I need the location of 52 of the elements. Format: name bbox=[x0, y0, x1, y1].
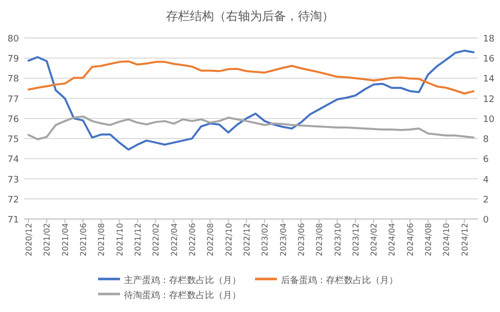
x-tick-label: 2024/02 bbox=[370, 223, 379, 256]
legend-label: 主产蛋鸡：存栏数占比（月） bbox=[124, 275, 241, 286]
x-tick-label: 2021/12 bbox=[134, 223, 142, 256]
y-tick-label: 74 bbox=[8, 155, 20, 166]
y2-tick-label: 8 bbox=[483, 135, 489, 146]
y-tick-label: 80 bbox=[8, 34, 20, 44]
x-tick-label: 2021/08 bbox=[97, 223, 106, 256]
x-tick-label: 2021/04 bbox=[60, 223, 70, 256]
x-tick-label: 2024/12 bbox=[460, 223, 470, 256]
y2-tick-label: 18 bbox=[483, 34, 495, 44]
y2-tick-label: 0 bbox=[483, 216, 489, 226]
y-tick-label: 73 bbox=[8, 175, 19, 186]
y2-tick-label: 14 bbox=[483, 74, 495, 85]
line-series bbox=[28, 60, 474, 95]
x-tick-label: 2024/08 bbox=[424, 223, 434, 256]
y2-tick-label: 6 bbox=[483, 155, 489, 166]
x-tick-label: 2022/12 bbox=[242, 223, 252, 256]
y-tick-label: 79 bbox=[8, 54, 20, 65]
x-tick-label: 2021/10 bbox=[115, 223, 124, 256]
line-series bbox=[28, 50, 474, 151]
y-tick-label: 78 bbox=[8, 74, 20, 85]
x-tick-label: 2023/06 bbox=[296, 223, 306, 256]
y-tick-label: 76 bbox=[8, 114, 20, 125]
x-tick-label: 2023/08 bbox=[315, 223, 324, 256]
y-tick-label: 71 bbox=[8, 216, 19, 226]
x-tick-label: 2022/10 bbox=[224, 223, 234, 256]
y2-tick-label: 10 bbox=[483, 114, 495, 125]
x-tick-label: 2024/06 bbox=[406, 223, 415, 256]
legend-label: 后备蛋鸡：存栏数占比（月） bbox=[281, 275, 398, 286]
x-tick-label: 2023/12 bbox=[351, 223, 360, 256]
line-series bbox=[28, 115, 474, 140]
y-tick-label: 75 bbox=[8, 135, 19, 146]
y2-tick-label: 16 bbox=[483, 54, 495, 65]
x-tick-label: 2022/08 bbox=[206, 223, 216, 256]
x-tick-label: 2024/10 bbox=[442, 223, 452, 256]
y-tick-label: 77 bbox=[8, 94, 19, 105]
y2-tick-label: 4 bbox=[483, 175, 489, 186]
y-tick-label: 72 bbox=[8, 195, 19, 206]
chart-title: 存栏结构（右轴为后备，待淘） bbox=[166, 9, 334, 23]
x-tick-label: 2022/02 bbox=[152, 223, 161, 256]
x-tick-label: 2023/10 bbox=[333, 223, 342, 256]
y2-tick-label: 2 bbox=[483, 195, 489, 206]
x-tick-label: 2022/04 bbox=[170, 223, 179, 256]
x-tick-label: 2023/02 bbox=[260, 223, 270, 256]
x-tick-label: 2021/02 bbox=[42, 223, 52, 256]
x-tick-label: 2021/06 bbox=[79, 223, 88, 256]
x-tick-label: 2022/06 bbox=[188, 223, 197, 256]
x-tick-label: 2024/04 bbox=[388, 223, 397, 256]
legend-label: 待淘蛋鸡：存栏数占比（月） bbox=[124, 290, 241, 301]
x-tick-label: 2020/12 bbox=[24, 223, 34, 256]
x-tick-label: 2023/04 bbox=[278, 223, 288, 256]
y2-tick-label: 12 bbox=[483, 94, 494, 105]
